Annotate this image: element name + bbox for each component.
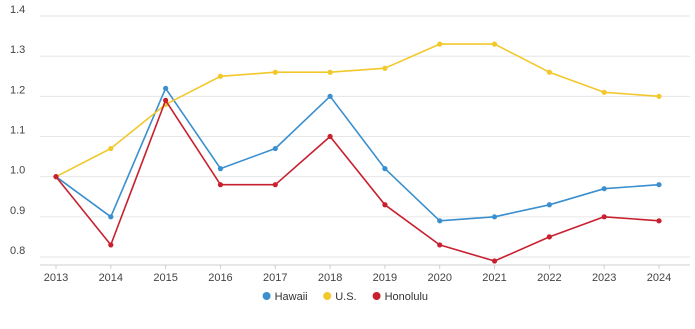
y-tick-label: 1.4	[10, 4, 25, 16]
legend-marker	[372, 292, 381, 300]
x-tick-label: 2014	[99, 272, 123, 284]
series-line	[55, 87, 660, 222]
data-point	[601, 186, 607, 192]
x-tick-label: 2016	[208, 272, 232, 284]
data-point	[546, 69, 552, 75]
data-point	[491, 41, 498, 47]
x-tick-label: 2020	[427, 272, 451, 284]
x-tick-label: 2013	[44, 272, 68, 284]
series-line	[55, 43, 660, 178]
series-lines	[53, 41, 662, 264]
data-point	[601, 214, 607, 220]
data-point	[272, 182, 278, 188]
series-honolulu	[53, 97, 662, 264]
data-point	[53, 174, 59, 180]
data-point	[656, 93, 662, 99]
legend-marker	[323, 292, 332, 300]
x-tick-label: 2024	[647, 272, 671, 284]
data-point	[382, 65, 388, 71]
data-point	[272, 69, 278, 75]
legend-item: Honolulu	[372, 291, 428, 303]
data-point	[491, 214, 498, 220]
data-point	[217, 73, 224, 79]
x-tick-label: 2017	[263, 272, 287, 284]
y-tick-label: 0.9	[10, 205, 25, 217]
data-point	[656, 182, 662, 188]
data-point	[327, 133, 333, 140]
data-point	[163, 85, 169, 91]
data-point	[382, 166, 388, 172]
data-point	[272, 145, 278, 152]
data-point	[601, 89, 607, 95]
x-axis-ticks: 2013 2014 2015 2016 2017 2018 2019 2020 2021 2022…	[44, 265, 671, 284]
legend-label: Honolulu	[385, 291, 428, 303]
legend-label: Hawaii	[275, 291, 308, 303]
data-point	[437, 41, 443, 47]
data-point	[163, 97, 169, 103]
series-line	[55, 99, 660, 262]
data-point	[437, 218, 443, 224]
data-point	[491, 258, 498, 264]
data-point	[546, 234, 552, 240]
data-point	[656, 218, 662, 224]
y-tick-label: 0.8	[10, 245, 25, 257]
legend-label: U.S.	[335, 291, 356, 303]
series-u-s-	[53, 41, 662, 180]
x-tick-label: 2019	[373, 272, 397, 284]
x-tick-label: 2023	[592, 272, 616, 284]
data-point	[217, 182, 224, 188]
data-point	[108, 145, 114, 152]
x-tick-label: 2022	[537, 272, 561, 284]
series-hawaii	[53, 85, 662, 224]
y-tick-label: 1.2	[10, 84, 25, 96]
y-tick-label: 1.0	[10, 165, 25, 177]
data-point	[327, 69, 333, 75]
y-tick-label: 1.3	[10, 44, 25, 56]
data-point	[382, 202, 388, 208]
legend-marker	[262, 292, 271, 300]
legend-item: Hawaii	[262, 291, 308, 303]
data-point	[437, 242, 443, 248]
legend: Hawaii U.S. Honolulu	[262, 291, 428, 303]
y-axis-ticks: 0.8 0.9 1.0 1.1 1.2 1.3 1.4	[10, 4, 25, 257]
legend-item: U.S.	[323, 291, 357, 303]
x-tick-label: 2021	[482, 272, 506, 284]
x-tick-label: 2015	[153, 272, 177, 284]
data-point	[108, 214, 114, 220]
data-point	[327, 93, 333, 99]
y-tick-label: 1.1	[10, 125, 25, 137]
data-point	[217, 166, 224, 172]
data-point	[546, 202, 552, 208]
data-point	[108, 242, 114, 248]
x-tick-label: 2018	[318, 272, 342, 284]
gridlines	[40, 15, 690, 266]
